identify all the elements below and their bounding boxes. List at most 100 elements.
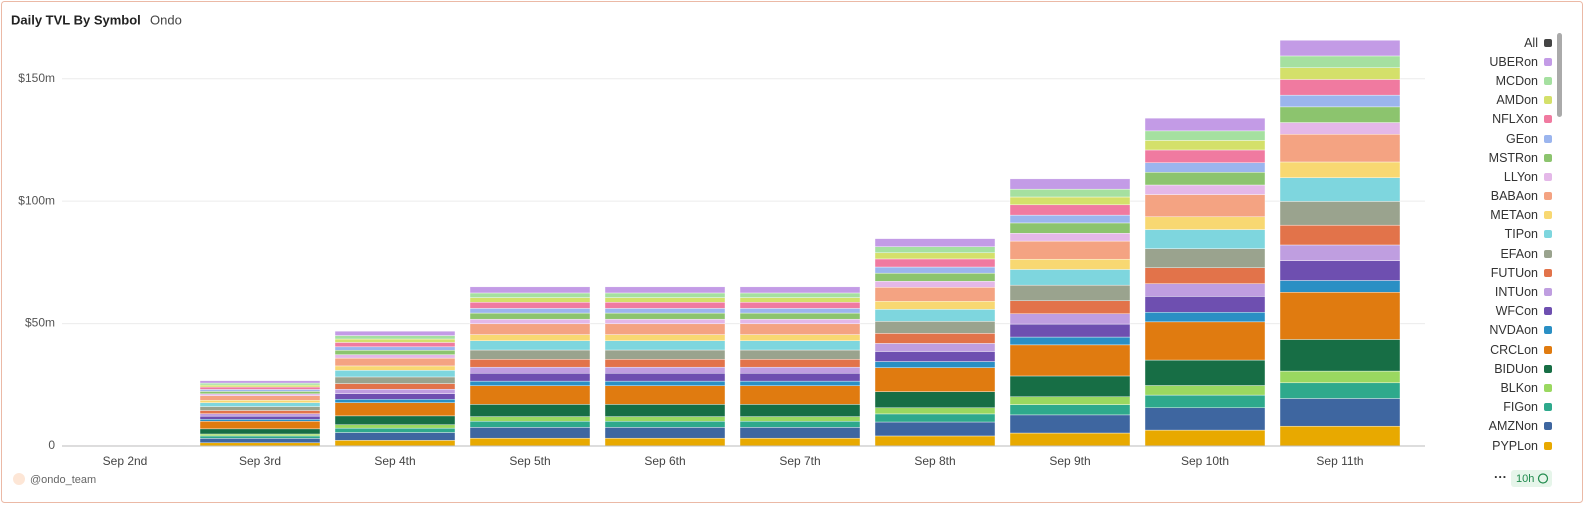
bar-segment (874, 301, 996, 310)
bar-segment (469, 427, 591, 439)
bar-segment (739, 312, 861, 320)
legend-item[interactable]: WFCon (1440, 302, 1552, 321)
legend-item[interactable]: INTUon (1440, 282, 1552, 301)
bar-segment (334, 354, 456, 359)
bar-segment (874, 407, 996, 415)
legend-item[interactable]: LLYon (1440, 167, 1552, 186)
legend-item[interactable]: BIDUon (1440, 359, 1552, 378)
bar-segment (334, 335, 456, 340)
bar-segment (1279, 79, 1401, 96)
bar-segment (334, 383, 456, 390)
legend-item[interactable]: FUTUon (1440, 263, 1552, 282)
bar-segment (739, 404, 861, 417)
bar-segment (1144, 429, 1266, 447)
bar-segment (199, 382, 321, 386)
bar-segment (199, 419, 321, 422)
legend-item[interactable]: BABAon (1440, 187, 1552, 206)
bar-segment (874, 435, 996, 447)
avatar (13, 473, 25, 485)
bar-segment (1279, 382, 1401, 399)
bar-segment (1279, 224, 1401, 246)
bar-segment (469, 297, 591, 303)
legend-swatch (1544, 288, 1552, 297)
legend-item[interactable]: EFAon (1440, 244, 1552, 263)
legend-item[interactable]: CRCLon (1440, 340, 1552, 359)
bar-segment (1144, 172, 1266, 186)
legend-item[interactable]: TIPon (1440, 225, 1552, 244)
bar-segment (1279, 134, 1401, 163)
legend-item[interactable]: AMZNon (1440, 417, 1552, 436)
bar-segment (604, 385, 726, 405)
bar-segment (1279, 398, 1401, 427)
bar-segment (469, 312, 591, 320)
bar-segment (874, 333, 996, 344)
bar-segment (1009, 240, 1131, 260)
legend-label: BLKon (1500, 380, 1538, 395)
bar-segment (1279, 161, 1401, 178)
bar-segment (739, 380, 861, 386)
menu[interactable]: ··· (1494, 469, 1507, 484)
legend-item[interactable]: FIGon (1440, 398, 1552, 417)
bar-segment (334, 415, 456, 425)
legend-item[interactable]: METAon (1440, 206, 1552, 225)
bar-segment (199, 400, 321, 403)
bar-segment (739, 373, 861, 382)
legend-item[interactable]: MSTRon (1440, 148, 1552, 167)
bar-segment (604, 380, 726, 386)
bar-segment (469, 349, 591, 360)
bar-segment (1144, 385, 1266, 396)
bar-segment (604, 334, 726, 341)
legend-label: LLYon (1503, 169, 1538, 184)
bar-segment (1279, 177, 1401, 202)
bar-segment (739, 297, 861, 303)
bar-segment (739, 334, 861, 341)
x-tick-label: Sep 5th (509, 454, 550, 468)
legend-item[interactable]: NVDAon (1440, 321, 1552, 340)
legend-item[interactable]: UBERon (1440, 52, 1552, 71)
legend-swatch (1544, 153, 1552, 162)
bar-segment (199, 413, 321, 417)
legend-item[interactable]: BLKon (1440, 378, 1552, 397)
bar-segment (739, 308, 861, 314)
bar-segment (1144, 248, 1266, 268)
bar-segment (874, 246, 996, 254)
bar-segment (1144, 321, 1266, 361)
bar-segment (334, 427, 456, 433)
bar-segment (1009, 432, 1131, 447)
legend-item[interactable]: GEon (1440, 129, 1552, 148)
bar-segment (334, 342, 456, 348)
bar-segment (1009, 396, 1131, 405)
legend-item[interactable]: AMDon (1440, 91, 1552, 110)
scrollbar[interactable] (1557, 33, 1562, 117)
bar-segment (604, 404, 726, 417)
bar-segment (1144, 162, 1266, 173)
bar-segment (334, 350, 456, 355)
legend-item[interactable]: NFLXon (1440, 110, 1552, 129)
bar-segment (739, 421, 861, 428)
legend-swatch (1544, 441, 1552, 450)
bar-segment (1144, 407, 1266, 431)
bar-segment (604, 297, 726, 303)
x-tick-label: Sep 4th (374, 454, 415, 468)
y-tick-label: 0 (48, 438, 55, 452)
legend-label: WFCon (1495, 304, 1538, 319)
bar-segment (604, 312, 726, 320)
bar-segment (1144, 296, 1266, 313)
bar-segment (604, 308, 726, 314)
legend-label: METAon (1490, 208, 1538, 223)
bar-segment (199, 435, 321, 439)
bar-segment (1279, 370, 1401, 384)
legend-item[interactable]: MCDon (1440, 71, 1552, 90)
bar-segment (469, 380, 591, 386)
legend-item[interactable]: All (1440, 33, 1552, 52)
legend-swatch (1544, 326, 1552, 335)
bar-segment (469, 359, 591, 368)
bar-segment (199, 410, 321, 414)
legend-swatch (1544, 211, 1552, 220)
legend-item[interactable]: PYPLon (1440, 436, 1552, 451)
legend-label: UBERon (1489, 54, 1538, 69)
bar-segment (1279, 67, 1401, 80)
legend-label: MSTRon (1488, 150, 1538, 165)
bar-segment (604, 318, 726, 325)
bar-segment (1279, 280, 1401, 293)
